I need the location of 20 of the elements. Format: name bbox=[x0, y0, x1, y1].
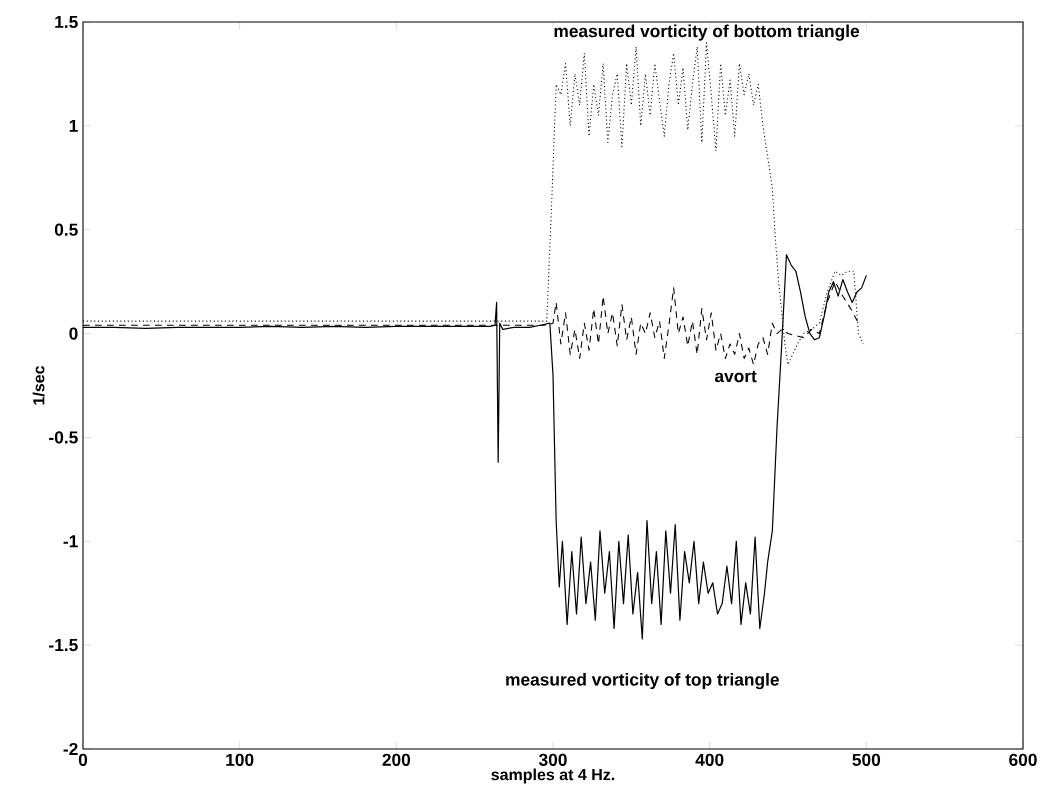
x-tick-label: 500 bbox=[852, 753, 881, 766]
y-tick-label: -1 bbox=[63, 535, 78, 548]
x-tick-label: 100 bbox=[226, 753, 254, 766]
y-tick-label: -0.5 bbox=[49, 431, 78, 444]
series-label: measured vorticity of bottom triangle bbox=[554, 24, 860, 41]
series-label: avort bbox=[714, 370, 757, 383]
y-axis-title: 1/sec bbox=[32, 365, 45, 405]
x-tick-label: 200 bbox=[382, 753, 411, 766]
y-tick-label: -1.5 bbox=[49, 639, 78, 652]
x-tick-label: 300 bbox=[538, 753, 567, 766]
x-tick-label: 400 bbox=[695, 753, 724, 766]
y-tick-label: 0.5 bbox=[54, 223, 78, 236]
text: measured vorticity of top triangle bbox=[506, 672, 779, 690]
y-tick-label: 1.5 bbox=[55, 15, 78, 29]
y-tick-label: 0 bbox=[69, 327, 78, 340]
y-tick-label: -2 bbox=[63, 742, 78, 756]
x-tick-label: 0 bbox=[78, 753, 88, 766]
x-axis-title: samples at 4 Hz. bbox=[491, 768, 615, 784]
x-tick-label: 600 bbox=[1009, 753, 1037, 766]
y-tick-label: 1 bbox=[69, 119, 78, 132]
